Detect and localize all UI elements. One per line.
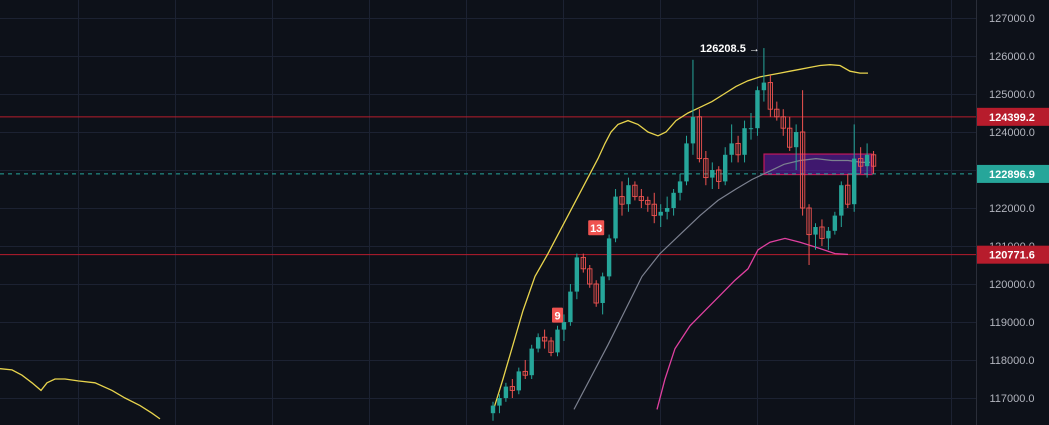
candle-body-up <box>555 329 560 353</box>
candle-body-up <box>574 257 580 292</box>
candle-body-up <box>748 128 754 130</box>
candle-body-down <box>638 196 645 201</box>
sequence-marker-label: 13 <box>590 223 602 235</box>
candle-body-down <box>645 199 651 205</box>
candle-body-down <box>767 82 774 110</box>
candle-body-down <box>735 142 741 156</box>
candle-body-down <box>716 169 722 182</box>
candle-body-up <box>761 82 767 91</box>
candle-body-down <box>780 116 786 129</box>
candle-body-down <box>774 108 780 118</box>
candle-body-up <box>490 405 496 414</box>
candle-body-down <box>580 256 586 270</box>
candle-body-up <box>568 291 573 322</box>
candle-body-down <box>651 203 657 217</box>
candle-body-up <box>852 158 857 205</box>
candle-body-up <box>664 208 670 212</box>
bollinger-bands <box>0 64 870 420</box>
candle-body-down <box>799 131 806 209</box>
upper-band-right <box>492 64 868 412</box>
candle-body-up <box>723 154 728 182</box>
candle-body-up <box>503 386 509 398</box>
price-tick-label: 118000.0 <box>989 355 1034 367</box>
candle-body-up <box>742 128 747 155</box>
candle-body-up <box>600 276 605 303</box>
price-tick-label: 117000.0 <box>989 393 1034 405</box>
horizontal-grid <box>0 18 976 399</box>
candle-body-down <box>806 207 812 236</box>
candle-body-up <box>864 154 870 167</box>
current-price-tag-label: 122896.9 <box>989 169 1035 181</box>
candle-body-down <box>696 116 703 160</box>
candle-body-down <box>548 340 554 353</box>
candle-body-up <box>839 185 844 216</box>
candle-body-up <box>613 196 618 239</box>
candlestick-series <box>490 48 877 421</box>
peak-price-annotation: 126208.5 → <box>700 43 760 55</box>
candle-body-down <box>541 336 548 342</box>
price-tick-label: 127000.0 <box>989 13 1035 25</box>
candle-body-down <box>703 158 709 179</box>
candle-body-down <box>522 370 528 376</box>
sequence-marker-box <box>552 307 563 323</box>
candle-body-up <box>684 143 689 182</box>
candle-body-up <box>626 185 631 205</box>
candle-body-up <box>606 238 612 277</box>
candle-body-up <box>729 143 734 155</box>
sequence-marker-label: 9 <box>554 311 560 323</box>
resistance-price-tag <box>977 107 1049 126</box>
candle-body-up <box>690 116 696 144</box>
sequence-marker-box <box>588 220 605 236</box>
price-tick-label: 120000.0 <box>989 279 1035 291</box>
candle-body-up <box>710 170 715 178</box>
candle-body-down <box>870 154 877 167</box>
candle-body-down <box>593 283 599 304</box>
candle-body-up <box>658 211 663 216</box>
upper-band-left <box>0 368 161 420</box>
lower-band <box>656 237 849 410</box>
zone-rectangle <box>763 153 873 176</box>
consolidation-zone <box>763 153 873 176</box>
candle-body-down <box>509 386 515 391</box>
candle-body-down <box>819 226 825 239</box>
candle-body-up <box>516 371 521 391</box>
candle-body-down <box>587 268 593 285</box>
vertical-grid <box>78 0 952 425</box>
support-price-tag <box>977 245 1049 264</box>
candle-body-down <box>845 184 851 205</box>
candle-body-down <box>619 196 625 205</box>
candle-body-down <box>858 158 864 167</box>
support-price-tag-label: 120771.6 <box>989 250 1035 262</box>
horizontal-levels[interactable] <box>0 116 976 256</box>
chart-markers: 126208.5 → 9 13 <box>552 43 760 323</box>
price-tick-label: 126000.0 <box>989 51 1035 63</box>
price-tick-label: 122000.0 <box>989 203 1035 215</box>
candle-body-down <box>787 127 793 148</box>
current-price-tag <box>977 164 1049 183</box>
candle-body-up <box>529 348 534 376</box>
price-tags: 124399.2 120771.6 122896.9 <box>977 107 1049 264</box>
resistance-price-tag-label: 124399.2 <box>989 112 1035 124</box>
candle-body-down <box>632 184 638 198</box>
middle-band <box>573 157 870 410</box>
candle-body-up <box>535 337 541 349</box>
candle-body-up <box>832 215 838 231</box>
candle-body-up <box>826 230 831 239</box>
price-tick-label: 124000.0 <box>989 127 1035 139</box>
price-tick-label: 125000.0 <box>989 89 1035 101</box>
candle-body-up <box>755 90 760 129</box>
candle-body-up <box>813 227 818 235</box>
candle-body-up <box>561 322 567 330</box>
price-tick-label: 119000.0 <box>989 317 1034 329</box>
candle-body-up <box>671 192 676 208</box>
candle-body-up <box>497 398 502 406</box>
candle-body-up <box>677 181 683 193</box>
candle-body-up <box>793 132 799 148</box>
